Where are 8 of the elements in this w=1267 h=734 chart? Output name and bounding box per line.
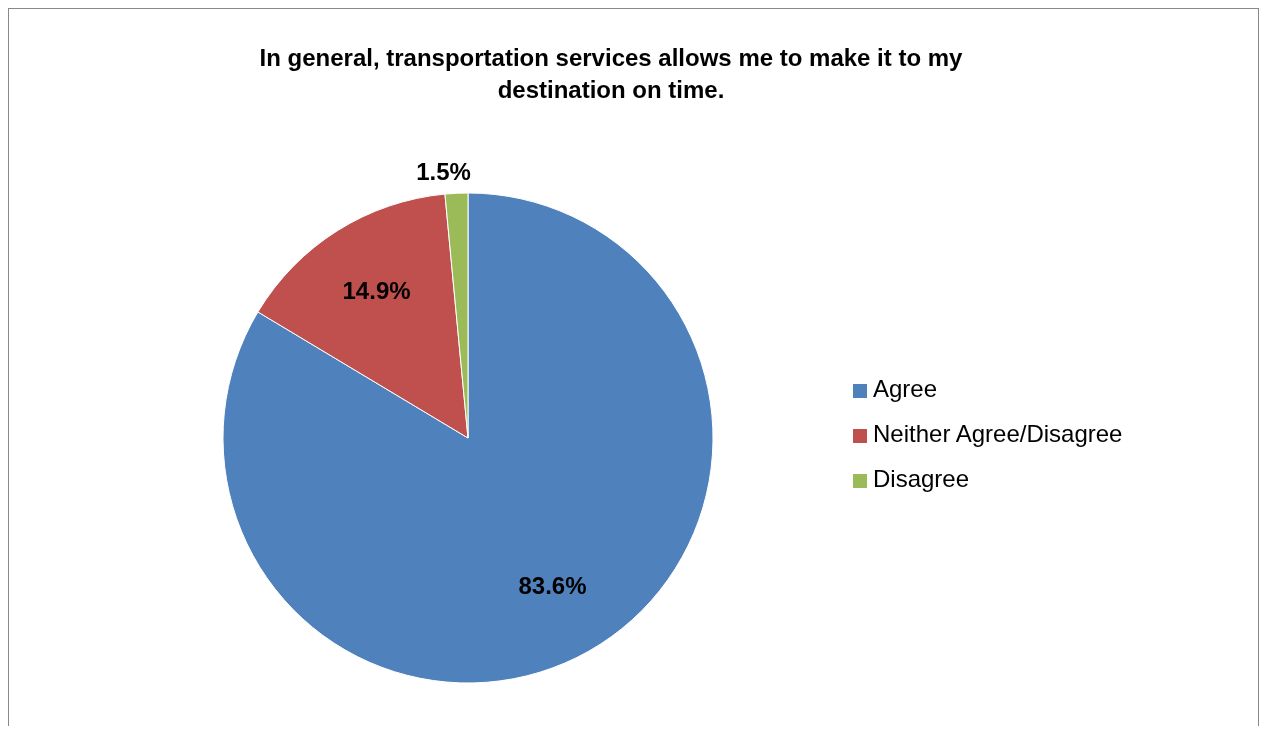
data-label: 1.5%	[416, 157, 471, 185]
legend-label: Disagree	[873, 465, 970, 493]
pie-slice	[222, 192, 714, 684]
legend-label: Neither Agree/Disagree	[873, 420, 1123, 448]
chart-title: In general, transportation services allows me to make it to my destination on time.	[259, 44, 964, 103]
data-label: 14.9%	[342, 277, 411, 305]
data-label: 83.6%	[518, 571, 587, 599]
legend-label: Agree	[873, 375, 938, 403]
